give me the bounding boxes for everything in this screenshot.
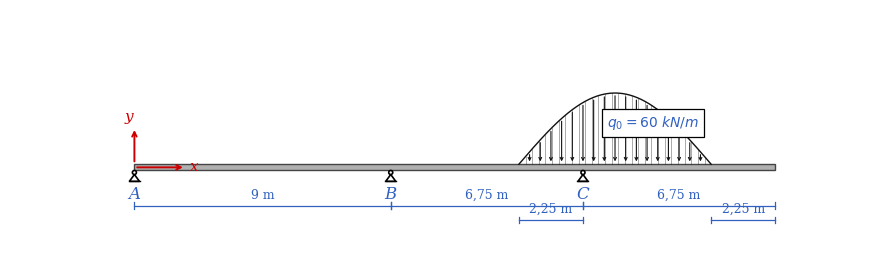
Text: C: C xyxy=(577,186,589,204)
Text: 2,25 m: 2,25 m xyxy=(722,203,764,216)
Text: 2,25 m: 2,25 m xyxy=(530,203,572,216)
Text: 9 m: 9 m xyxy=(251,189,274,202)
Text: B: B xyxy=(385,186,396,204)
Text: 6,75 m: 6,75 m xyxy=(657,189,701,202)
FancyBboxPatch shape xyxy=(135,164,775,170)
Circle shape xyxy=(388,170,393,175)
Text: 6,75 m: 6,75 m xyxy=(465,189,508,202)
Text: x: x xyxy=(190,160,198,174)
Text: y: y xyxy=(124,110,133,124)
Circle shape xyxy=(581,170,585,175)
Text: $q_0 = 60\ kN/m$: $q_0 = 60\ kN/m$ xyxy=(606,114,699,132)
Text: A: A xyxy=(129,186,140,204)
Circle shape xyxy=(132,170,137,175)
